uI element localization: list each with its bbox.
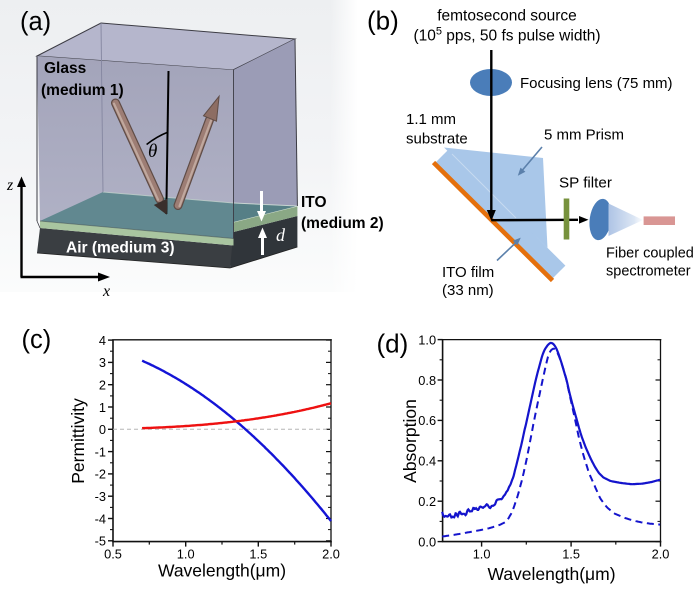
svg-text:(a): (a) xyxy=(20,8,51,36)
svg-text:(c): (c) xyxy=(22,326,52,354)
svg-text:0: 0 xyxy=(99,422,106,437)
svg-text:Air (medium 3): Air (medium 3) xyxy=(66,240,175,257)
svg-text:-5: -5 xyxy=(95,534,106,549)
svg-text:Wavelength(μm): Wavelength(μm) xyxy=(487,564,615,584)
svg-text:Permittivity: Permittivity xyxy=(68,398,88,484)
svg-text:ITO film: ITO film xyxy=(442,264,494,281)
svg-text:Glass: Glass xyxy=(44,60,86,77)
svg-text:(d): (d) xyxy=(377,329,409,359)
svg-text:(33 nm): (33 nm) xyxy=(442,282,494,299)
svg-text:Absorption: Absorption xyxy=(400,399,420,483)
svg-text:(b): (b) xyxy=(367,6,399,36)
svg-text:0.5: 0.5 xyxy=(104,547,122,562)
svg-text:θ: θ xyxy=(148,141,157,162)
svg-text:(105 pps, 50 fs pulse width): (105 pps, 50 fs pulse width) xyxy=(413,26,600,45)
svg-text:Focusing lens (75 mm): Focusing lens (75 mm) xyxy=(520,75,673,92)
svg-text:Wavelength(μm): Wavelength(μm) xyxy=(158,561,286,581)
svg-text:(medium 1): (medium 1) xyxy=(41,82,124,99)
svg-text:4: 4 xyxy=(99,333,106,348)
svg-text:1.0: 1.0 xyxy=(418,332,436,347)
svg-text:2: 2 xyxy=(99,378,106,393)
svg-text:-4: -4 xyxy=(95,511,106,526)
svg-text:substrate: substrate xyxy=(406,131,468,148)
svg-text:x: x xyxy=(102,283,110,300)
svg-text:2.0: 2.0 xyxy=(322,547,340,562)
svg-text:1.5: 1.5 xyxy=(562,547,580,562)
svg-text:1.0: 1.0 xyxy=(473,547,491,562)
svg-text:0.0: 0.0 xyxy=(418,534,436,549)
svg-text:0.4: 0.4 xyxy=(418,454,436,469)
svg-text:1: 1 xyxy=(99,400,106,415)
svg-text:1.0: 1.0 xyxy=(177,547,195,562)
svg-text:0.2: 0.2 xyxy=(418,494,436,509)
svg-text:ITO: ITO xyxy=(301,194,327,211)
svg-text:1.5: 1.5 xyxy=(249,547,267,562)
svg-text:-2: -2 xyxy=(95,467,106,482)
svg-text:z: z xyxy=(6,177,14,194)
svg-text:5 mm Prism: 5 mm Prism xyxy=(544,127,624,144)
svg-text:(medium 2): (medium 2) xyxy=(301,215,384,232)
svg-text:2.0: 2.0 xyxy=(652,547,670,562)
svg-text:d: d xyxy=(276,225,286,245)
svg-text:-3: -3 xyxy=(95,489,106,504)
svg-text:-1: -1 xyxy=(95,444,106,459)
svg-text:SP filter: SP filter xyxy=(559,175,612,192)
svg-text:1.1 mm: 1.1 mm xyxy=(406,111,456,128)
svg-text:Fiber coupled: Fiber coupled xyxy=(606,246,694,262)
svg-text:0.6: 0.6 xyxy=(418,413,436,428)
svg-text:spectrometer: spectrometer xyxy=(606,264,691,280)
svg-text:femtosecond source: femtosecond source xyxy=(437,8,577,25)
svg-text:0.8: 0.8 xyxy=(418,373,436,388)
svg-text:3: 3 xyxy=(99,355,106,370)
